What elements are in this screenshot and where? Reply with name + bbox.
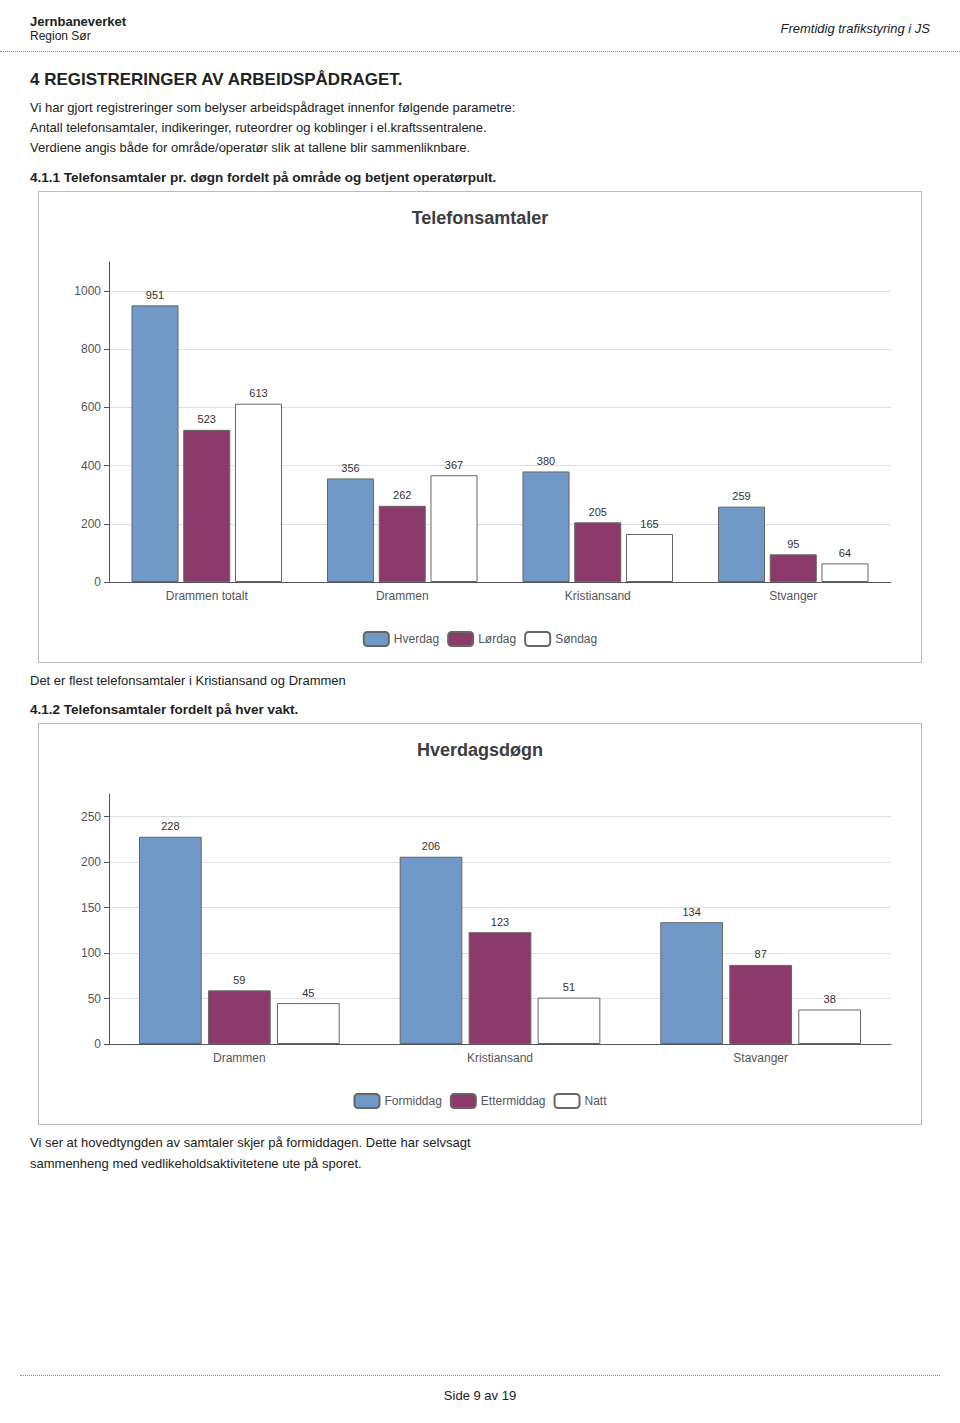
svg-text:Drammen: Drammen (376, 589, 429, 603)
html-text:4.1.2 Telefonsamtaler fordelt: 4.1.2 Telefonsamtaler fordelt på hver va… (30, 702, 299, 718)
svg-text:205: 205 (589, 506, 607, 518)
svg-text:0: 0 (94, 575, 101, 589)
html-text:Fremtidig trafikstyring i JS: Fremtidig trafikstyring i JS (780, 21, 930, 36)
svg-text:51: 51 (563, 981, 575, 993)
svg-text:Kristiansand: Kristiansand (565, 589, 631, 603)
svg-text:259: 259 (732, 491, 750, 503)
svg-text:613: 613 (249, 388, 267, 400)
svg-text:Telefonsamtaler: Telefonsamtaler (412, 208, 549, 228)
svg-text:Lørdag: Lørdag (478, 632, 516, 646)
svg-text:800: 800 (81, 343, 101, 357)
html-text:Det er flest telefonsamtaler i: Det er flest telefonsamtaler i Kristians… (30, 673, 346, 689)
svg-text:100: 100 (81, 946, 101, 960)
svg-text:0: 0 (94, 1037, 101, 1051)
svg-text:228: 228 (161, 820, 179, 832)
svg-text:123: 123 (491, 916, 509, 928)
html-text:4 REGISTRERINGER AV ARBEIDSPÅD: 4 REGISTRERINGER AV ARBEIDSPÅDRAGET. (30, 70, 403, 89)
svg-text:600: 600 (81, 401, 101, 415)
svg-text:Natt: Natt (585, 1094, 608, 1108)
svg-text:64: 64 (839, 547, 851, 559)
html-text:Jernbaneverket: Jernbaneverket (30, 14, 127, 29)
svg-text:Hverdag: Hverdag (394, 632, 439, 646)
svg-text:150: 150 (81, 901, 101, 915)
svg-text:Hverdagsdøgn: Hverdagsdøgn (417, 740, 543, 760)
svg-text:200: 200 (81, 855, 101, 869)
html-text:Side 9 av 19: Side 9 av 19 (443, 1388, 517, 1403)
svg-text:250: 250 (81, 810, 101, 824)
svg-text:200: 200 (81, 517, 101, 531)
svg-text:Kristiansand: Kristiansand (467, 1051, 533, 1065)
svg-text:523: 523 (198, 414, 216, 426)
svg-text:380: 380 (537, 455, 555, 467)
svg-text:400: 400 (81, 459, 101, 473)
svg-text:45: 45 (302, 987, 314, 999)
svg-text:Formiddag: Formiddag (384, 1094, 441, 1108)
svg-text:Søndag: Søndag (555, 632, 597, 646)
svg-text:Drammen totalt: Drammen totalt (166, 589, 249, 603)
svg-text:59: 59 (233, 974, 245, 986)
svg-text:87: 87 (755, 949, 767, 961)
svg-text:367: 367 (445, 459, 463, 471)
svg-text:Ettermiddag: Ettermiddag (481, 1094, 546, 1108)
html-text:Region Sør: Region Sør (30, 29, 91, 43)
svg-text:50: 50 (88, 992, 102, 1006)
svg-text:951: 951 (146, 289, 164, 301)
html-text:Vi ser at hovedtyngden av samt: Vi ser at hovedtyngden av samtaler skjer… (30, 1135, 471, 1171)
svg-text:Stvanger: Stvanger (769, 589, 817, 603)
svg-text:38: 38 (824, 993, 836, 1005)
svg-text:Stavanger: Stavanger (733, 1051, 788, 1065)
svg-text:356: 356 (341, 462, 359, 474)
svg-text:1000: 1000 (74, 285, 101, 299)
svg-text:262: 262 (393, 490, 411, 502)
svg-text:206: 206 (422, 840, 440, 852)
svg-text:165: 165 (640, 518, 658, 530)
svg-text:134: 134 (682, 906, 700, 918)
svg-text:95: 95 (787, 538, 799, 550)
html-text:Vi har gjort registreringer so: Vi har gjort registreringer som belyser … (30, 100, 516, 156)
svg-text:Drammen: Drammen (213, 1051, 266, 1065)
html-text:4.1.1 Telefonsamtaler pr. døgn: 4.1.1 Telefonsamtaler pr. døgn fordelt p… (30, 170, 497, 186)
